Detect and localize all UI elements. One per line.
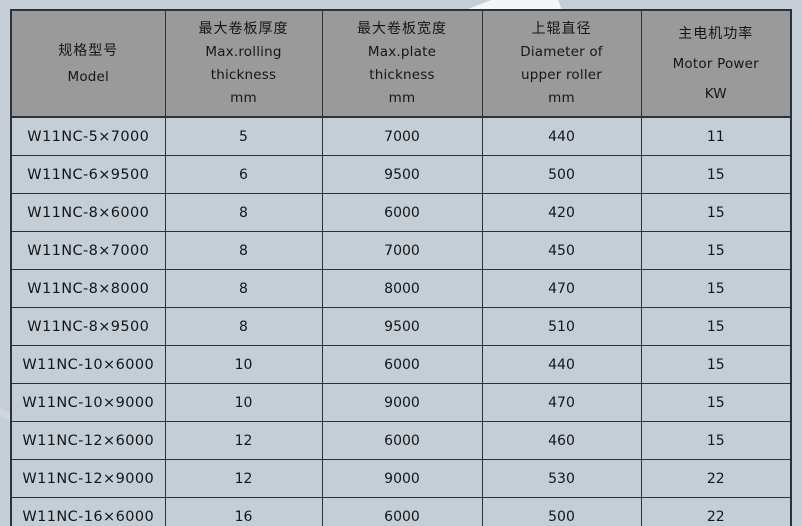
- table-row: W11NC-5×7000 5 7000 440 11: [10, 116, 792, 156]
- column-header-line: thickness: [210, 66, 277, 83]
- column-header-line: 最大卷板宽度: [357, 20, 447, 37]
- column-header-line: Max.plate: [367, 43, 437, 60]
- cell-thickness: 8: [164, 307, 323, 346]
- cell-power: 15: [640, 269, 792, 308]
- cell-width: 9500: [321, 155, 483, 194]
- cell-thickness: 16: [164, 497, 323, 526]
- cell-power: 22: [640, 459, 792, 498]
- cell-power: 15: [640, 155, 792, 194]
- cell-model: W11NC-16×6000: [10, 497, 166, 526]
- cell-width: 7000: [321, 116, 483, 156]
- column-header-model: 规格型号 Model: [10, 9, 166, 118]
- column-header-line: mm: [230, 89, 257, 106]
- table-container: 规格型号 Model 最大卷板厚度 Max.rolling thickness mm 最大卷…: [10, 9, 792, 526]
- cell-model: W11NC-8×9500: [10, 307, 166, 346]
- column-header-line: mm: [548, 89, 575, 106]
- cell-width: 6000: [321, 497, 483, 526]
- cell-model: W11NC-6×9500: [10, 155, 166, 194]
- cell-diameter: 440: [481, 345, 642, 384]
- table-body: W11NC-5×7000 5 7000 440 11 W11NC-6×9500 6 9500 5…: [10, 116, 792, 526]
- cell-width: 6000: [321, 421, 483, 460]
- cell-model: W11NC-8×8000: [10, 269, 166, 308]
- table-row: W11NC-16×6000 16 6000 500 22: [10, 497, 792, 526]
- cell-diameter: 530: [481, 459, 642, 498]
- cell-width: 7000: [321, 231, 483, 270]
- cell-thickness: 8: [164, 269, 323, 308]
- cell-width: 8000: [321, 269, 483, 308]
- cell-diameter: 450: [481, 231, 642, 270]
- table-header: 规格型号 Model 最大卷板厚度 Max.rolling thickness mm 最大卷…: [10, 9, 792, 118]
- cell-power: 15: [640, 307, 792, 346]
- cell-model: W11NC-8×6000: [10, 193, 166, 232]
- column-header-width: 最大卷板宽度 Max.plate thickness mm: [321, 9, 483, 118]
- cell-power: 15: [640, 421, 792, 460]
- cell-model: W11NC-12×9000: [10, 459, 166, 498]
- cell-model: W11NC-10×9000: [10, 383, 166, 422]
- cell-width: 6000: [321, 345, 483, 384]
- cell-width: 9500: [321, 307, 483, 346]
- cell-power: 15: [640, 193, 792, 232]
- column-header-line: 最大卷板厚度: [198, 20, 289, 37]
- table-row: W11NC-12×6000 12 6000 460 15: [10, 421, 792, 460]
- column-header-line: 上辊直径: [531, 20, 592, 37]
- cell-thickness: 8: [164, 231, 323, 270]
- column-header-line: upper roller: [520, 66, 603, 83]
- header-row: 规格型号 Model 最大卷板厚度 Max.rolling thickness mm 最大卷…: [10, 9, 792, 118]
- column-header-diameter: 上辊直径 Diameter of upper roller mm: [481, 9, 642, 118]
- column-header-line: mm: [388, 89, 416, 106]
- cell-power: 15: [640, 345, 792, 384]
- cell-diameter: 420: [481, 193, 642, 232]
- cell-power: 15: [640, 231, 792, 270]
- cell-thickness: 10: [164, 345, 323, 384]
- table-row: W11NC-8×9500 8 9500 510 15: [10, 307, 792, 346]
- cell-power: 22: [640, 497, 792, 526]
- cell-diameter: 500: [481, 497, 642, 526]
- column-header-thickness: 最大卷板厚度 Max.rolling thickness mm: [164, 9, 323, 118]
- column-header-line: 规格型号: [58, 42, 119, 59]
- column-header-line: Model: [67, 68, 110, 85]
- column-header-line: 主电机功率: [678, 25, 754, 42]
- table-row: W11NC-8×7000 8 7000 450 15: [10, 231, 792, 270]
- column-header-line: Motor Power: [672, 55, 759, 72]
- cell-diameter: 470: [481, 383, 642, 422]
- cell-diameter: 500: [481, 155, 642, 194]
- table-row: W11NC-10×9000 10 9000 470 15: [10, 383, 792, 422]
- column-header-line: Diameter of: [520, 43, 603, 60]
- column-header-line: Max.rolling: [205, 43, 282, 60]
- cell-diameter: 510: [481, 307, 642, 346]
- cell-diameter: 440: [481, 116, 642, 156]
- cell-model: W11NC-5×7000: [10, 116, 166, 156]
- table-row: W11NC-8×6000 8 6000 420 15: [10, 193, 792, 232]
- cell-model: W11NC-12×6000: [10, 421, 166, 460]
- cell-width: 9000: [321, 459, 483, 498]
- column-header-power: 主电机功率 Motor Power KW: [640, 9, 792, 118]
- cell-thickness: 5: [164, 116, 323, 156]
- cell-power: 15: [640, 383, 792, 422]
- cell-model: W11NC-10×6000: [10, 345, 166, 384]
- cell-thickness: 6: [164, 155, 323, 194]
- cell-thickness: 12: [164, 421, 323, 460]
- cell-thickness: 10: [164, 383, 323, 422]
- table-row: W11NC-6×9500 6 9500 500 15: [10, 155, 792, 194]
- cell-thickness: 8: [164, 193, 323, 232]
- cell-width: 6000: [321, 193, 483, 232]
- column-header-line: KW: [704, 85, 727, 102]
- cell-thickness: 12: [164, 459, 323, 498]
- cell-power: 11: [640, 116, 792, 156]
- cell-width: 9000: [321, 383, 483, 422]
- table-row: W11NC-8×8000 8 8000 470 15: [10, 269, 792, 308]
- specification-table: 规格型号 Model 最大卷板厚度 Max.rolling thickness mm 最大卷…: [10, 9, 792, 526]
- cell-diameter: 460: [481, 421, 642, 460]
- column-header-line: thickness: [369, 66, 435, 83]
- cell-model: W11NC-8×7000: [10, 231, 166, 270]
- table-row: W11NC-12×9000 12 9000 530 22: [10, 459, 792, 498]
- table-row: W11NC-10×6000 10 6000 440 15: [10, 345, 792, 384]
- cell-diameter: 470: [481, 269, 642, 308]
